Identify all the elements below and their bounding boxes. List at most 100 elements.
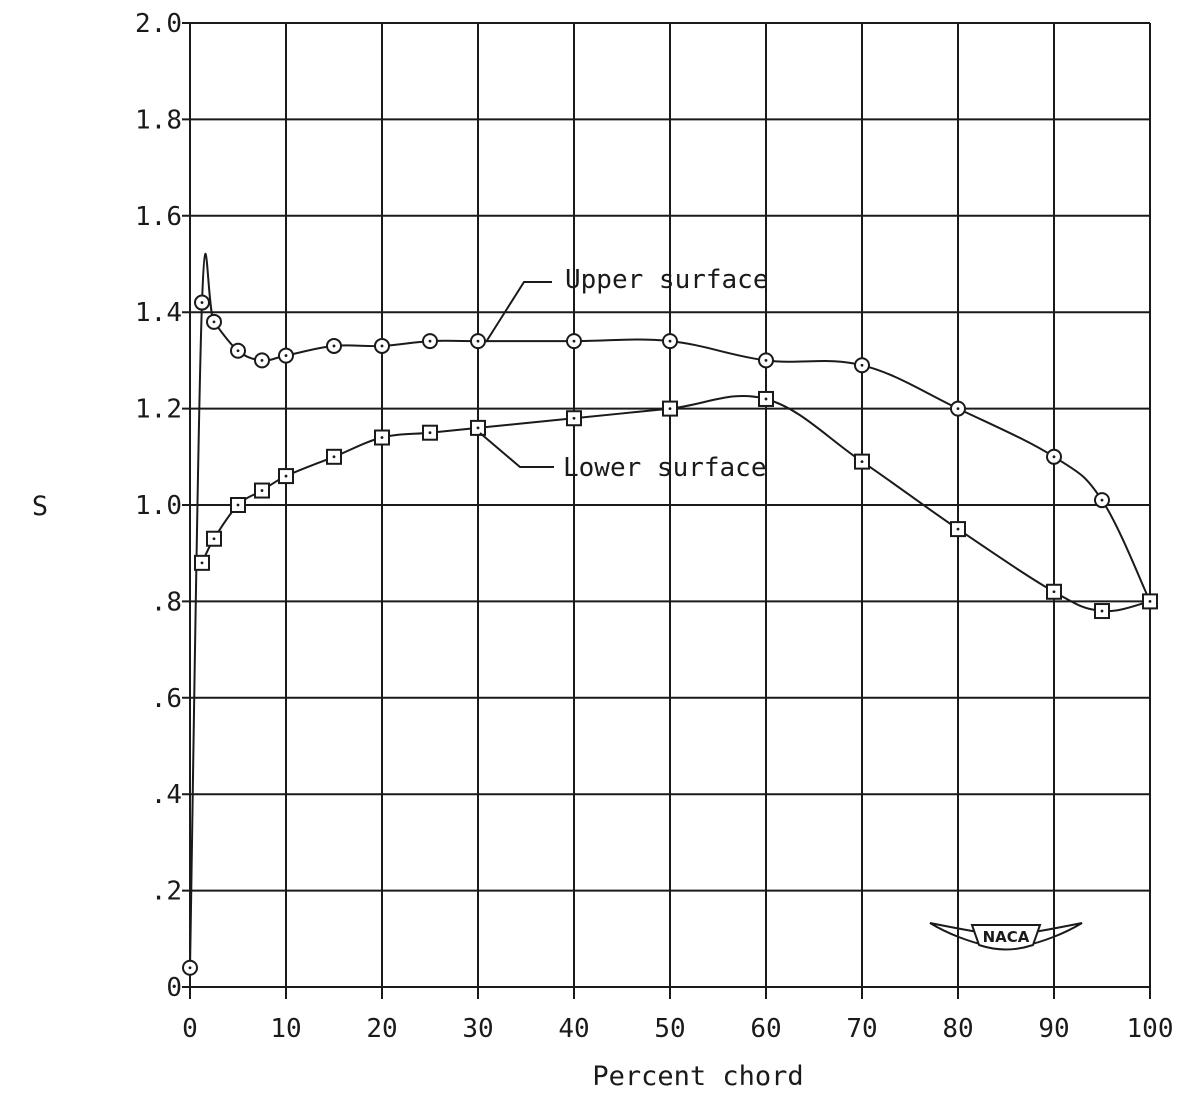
marker-center-dot xyxy=(572,339,576,343)
y-tick-label: .2 xyxy=(151,877,182,907)
marker-center-dot xyxy=(1148,600,1152,603)
upper-surface-point xyxy=(566,333,582,350)
x-tick-label: 100 xyxy=(1127,1014,1174,1044)
lower-surface-label: Lower surface xyxy=(563,453,767,483)
marker-center-dot xyxy=(332,344,336,348)
lower-surface-point xyxy=(566,410,582,427)
x-tick-label: 10 xyxy=(270,1014,301,1044)
lower-surface-point xyxy=(470,419,486,436)
marker-center-dot xyxy=(860,460,864,464)
marker-center-dot xyxy=(572,416,576,420)
markers xyxy=(182,294,1158,976)
marker-center-dot xyxy=(764,397,768,401)
lower-surface-leader xyxy=(479,432,554,468)
x-tick-label: 0 xyxy=(182,1014,198,1044)
marker-center-dot xyxy=(200,561,204,565)
upper-surface-point xyxy=(278,347,294,364)
marker-center-dot xyxy=(428,431,432,435)
lower-surface-point xyxy=(1046,583,1062,600)
marker-center-dot xyxy=(212,320,216,324)
upper-surface-point xyxy=(1046,448,1062,465)
upper-surface-point xyxy=(374,337,390,354)
marker-center-dot xyxy=(200,301,204,304)
upper-surface-label: Upper surface xyxy=(565,265,769,295)
marker-center-dot xyxy=(476,426,480,430)
lower-surface-point xyxy=(206,530,222,547)
y-tick-label: 1.0 xyxy=(135,491,182,521)
y-tick-label: 1.4 xyxy=(135,298,182,328)
naca-logo-text: NACA xyxy=(983,928,1030,946)
upper-surface-point xyxy=(1094,492,1110,509)
marker-center-dot xyxy=(212,537,216,541)
x-tick-label: 50 xyxy=(654,1014,685,1044)
marker-center-dot xyxy=(380,436,384,439)
marker-center-dot xyxy=(956,527,960,531)
lower-surface-point xyxy=(326,448,342,465)
marker-center-dot xyxy=(188,966,192,970)
lower-surface-point xyxy=(1142,593,1158,610)
upper-surface-point xyxy=(662,333,678,350)
lower-surface-point xyxy=(1094,603,1110,620)
upper-surface-point xyxy=(950,400,966,417)
lower-surface-point xyxy=(194,554,210,571)
y-tick-label: .8 xyxy=(151,587,182,617)
y-axis-ticks: 0 .2 .4 .6 .8 1.0 1.2 1.4 1.6 1.8 2.0 xyxy=(135,9,182,1003)
lower-surface-point xyxy=(758,390,774,407)
upper-surface-point xyxy=(194,294,210,311)
upper-surface-point xyxy=(206,313,222,330)
x-tick-label: 80 xyxy=(942,1014,973,1044)
lower-surface-point xyxy=(950,521,966,538)
y-tick-label: 2.0 xyxy=(135,9,182,39)
marker-center-dot xyxy=(260,359,264,362)
lower-surface-annotation: Lower surface xyxy=(479,432,767,483)
marker-center-dot xyxy=(284,474,288,478)
y-tick-label: 1.8 xyxy=(135,105,182,135)
marker-center-dot xyxy=(428,339,432,343)
upper-surface-point xyxy=(422,333,438,350)
marker-center-dot xyxy=(1052,590,1056,594)
marker-center-dot xyxy=(1052,455,1056,459)
lower-surface-point xyxy=(422,424,438,441)
y-tick-label: .4 xyxy=(151,780,182,810)
lower-surface-point xyxy=(278,468,294,485)
upper-surface-point xyxy=(854,357,870,374)
y-tick-label: 1.2 xyxy=(135,395,182,425)
grid xyxy=(182,22,1151,999)
lower-surface-point xyxy=(230,497,246,513)
marker-center-dot xyxy=(1100,609,1104,613)
naca-logo: NACA xyxy=(929,922,1083,951)
x-tick-label: 90 xyxy=(1038,1014,1069,1044)
lower-surface-point xyxy=(374,429,390,446)
x-tick-label: 60 xyxy=(750,1014,781,1044)
upper-surface-point xyxy=(254,352,270,369)
y-tick-label: .6 xyxy=(151,684,182,714)
upper-surface-annotation: Upper surface xyxy=(485,265,769,343)
lower-surface-point xyxy=(662,400,678,417)
naca-logo-shield xyxy=(970,924,1042,951)
marker-center-dot xyxy=(668,339,672,343)
marker-center-dot xyxy=(332,455,336,459)
upper-surface-point xyxy=(470,333,486,350)
upper-surface-point xyxy=(182,959,198,976)
lower-surface-line xyxy=(201,395,1151,613)
x-tick-label: 30 xyxy=(462,1014,493,1044)
marker-center-dot xyxy=(476,339,480,343)
marker-center-dot xyxy=(764,359,768,362)
upper-surface-point xyxy=(326,337,342,354)
y-tick-label: 0 xyxy=(166,973,182,1003)
marker-center-dot xyxy=(284,354,288,357)
marker-center-dot xyxy=(1100,498,1104,502)
marker-center-dot xyxy=(860,363,864,367)
marker-center-dot xyxy=(260,489,264,492)
lower-surface-point xyxy=(254,482,270,499)
y-tick-label: 1.6 xyxy=(135,202,182,232)
x-axis-label: Percent chord xyxy=(592,1061,803,1092)
upper-surface-point xyxy=(230,342,246,359)
upper-surface-point xyxy=(758,352,774,369)
y-axis-label: S xyxy=(32,491,48,522)
x-tick-label: 70 xyxy=(846,1014,877,1044)
marker-center-dot xyxy=(236,349,240,353)
x-axis-ticks: 0 10 20 30 40 50 60 70 80 90 100 xyxy=(182,1014,1173,1044)
marker-center-dot xyxy=(956,407,960,410)
